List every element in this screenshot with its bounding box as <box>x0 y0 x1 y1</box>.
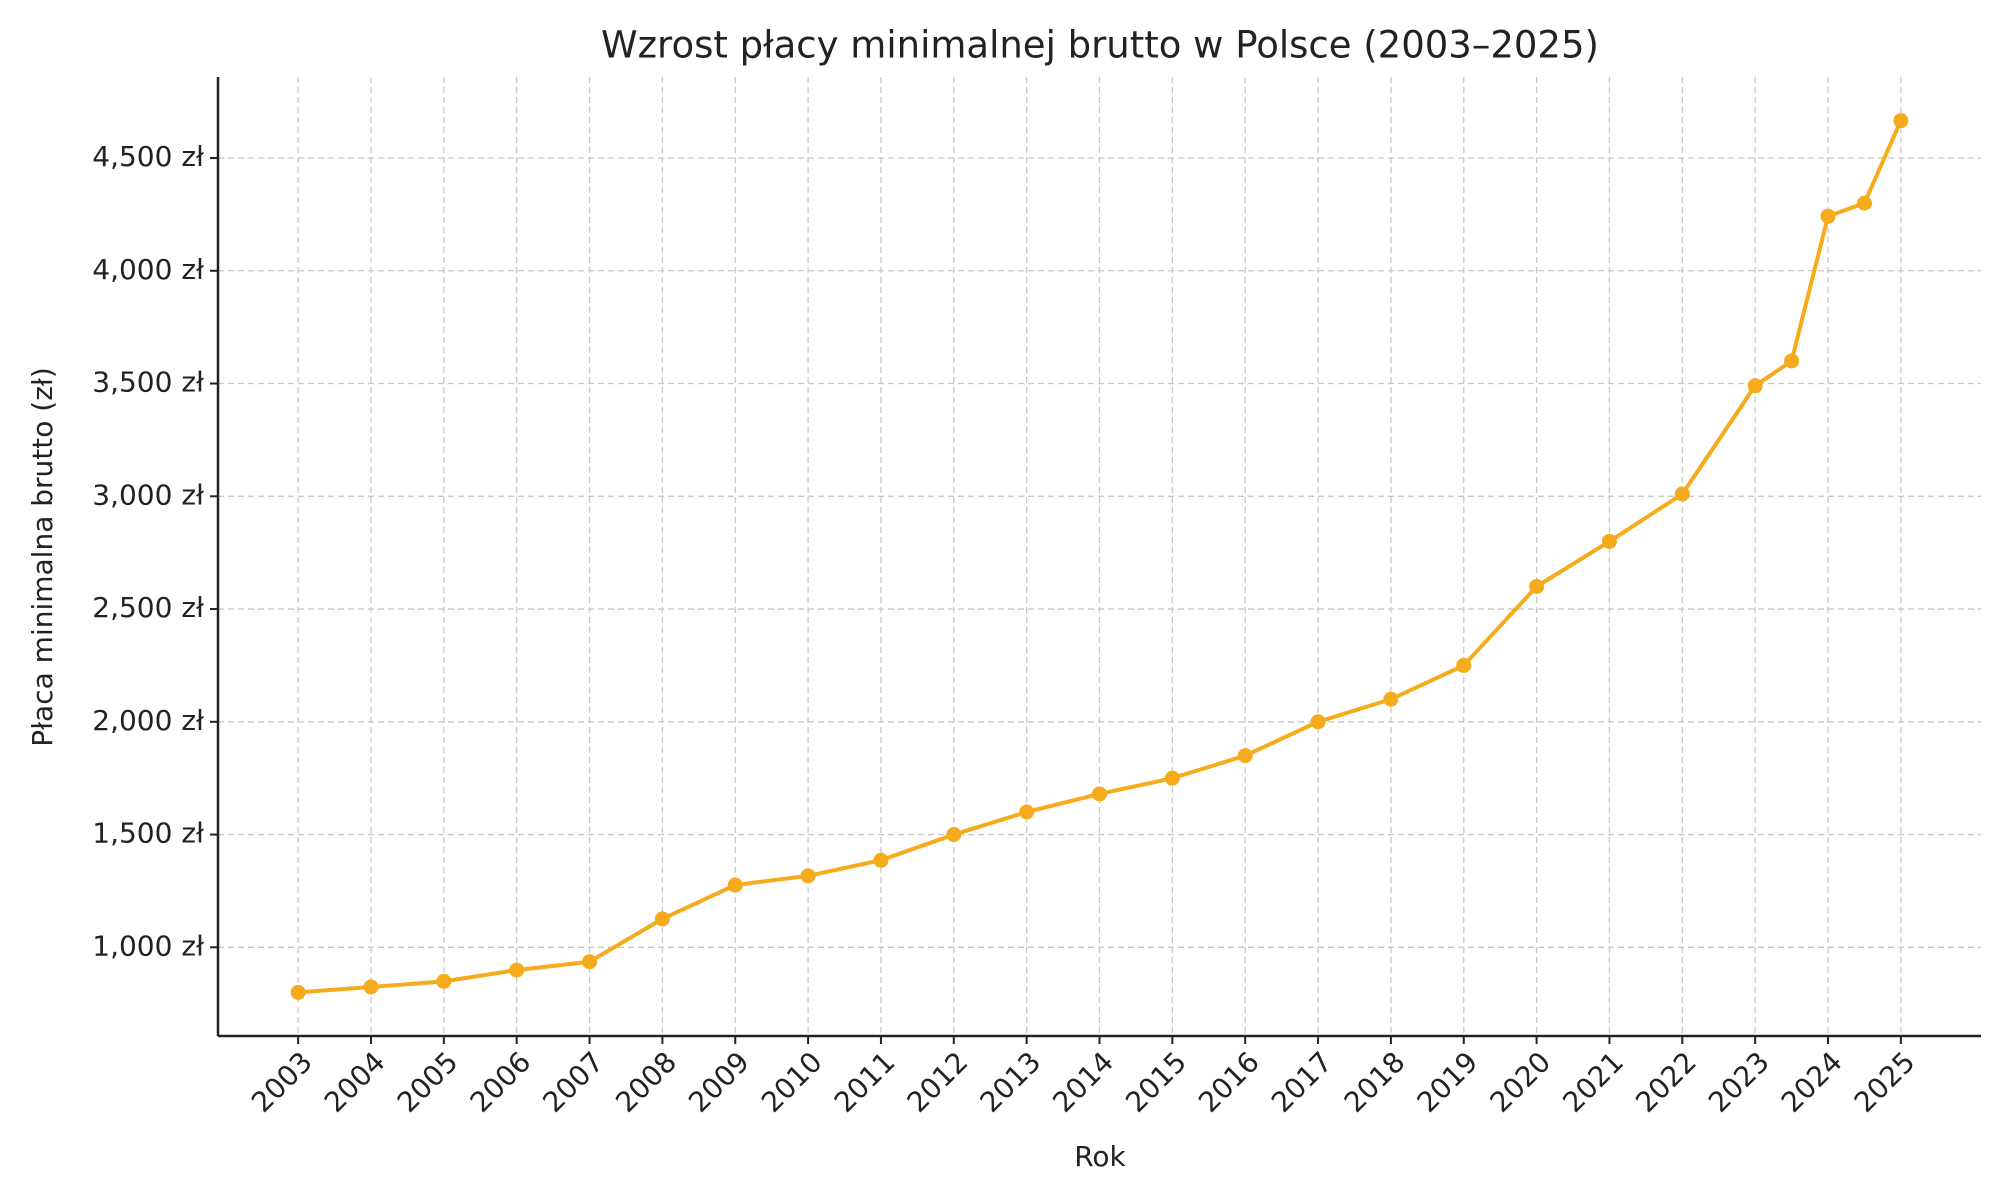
data-point <box>1747 378 1763 394</box>
data-point <box>1601 533 1617 549</box>
data-point <box>1456 657 1472 673</box>
x-axis-label: Rok <box>1074 1140 1126 1173</box>
y-tick-label: 3,000 zł <box>92 478 204 511</box>
x-tick-label: 2020 <box>1483 1045 1557 1119</box>
data-point <box>1164 770 1180 786</box>
data-point <box>727 877 743 893</box>
x-tick-label: 2021 <box>1556 1045 1630 1119</box>
x-tick-label: 2025 <box>1848 1045 1922 1119</box>
x-tick-label: 2009 <box>682 1045 756 1119</box>
y-tick-label: 2,500 zł <box>92 591 204 624</box>
data-point <box>1820 208 1836 224</box>
data-point <box>1383 691 1399 707</box>
x-tick-label: 2006 <box>464 1045 538 1119</box>
x-tick-label: 2014 <box>1046 1045 1120 1119</box>
data-point <box>1674 486 1690 502</box>
data-point <box>1310 714 1326 730</box>
y-axis-label: Płaca minimalna brutto (zł) <box>26 367 59 747</box>
data-point <box>363 979 379 995</box>
x-tick-label: 2016 <box>1192 1045 1266 1119</box>
x-tick-label: 2022 <box>1629 1045 1703 1119</box>
x-tick-label: 2008 <box>609 1045 683 1119</box>
x-tick-label: 2019 <box>1411 1045 1485 1119</box>
data-point <box>509 962 525 978</box>
data-point <box>1092 786 1107 802</box>
data-point <box>1019 804 1035 820</box>
data-point <box>800 868 816 884</box>
data-point <box>1784 353 1800 369</box>
x-tick-label: 2007 <box>536 1045 610 1119</box>
x-tick-label: 2013 <box>974 1045 1048 1119</box>
data-point <box>290 984 306 1000</box>
x-tick-label: 2010 <box>755 1045 829 1119</box>
x-tick-label: 2011 <box>828 1045 902 1119</box>
x-tick-label: 2005 <box>391 1045 465 1119</box>
data-point <box>946 827 962 843</box>
x-tick-label: 2023 <box>1702 1045 1776 1119</box>
data-point <box>873 852 889 868</box>
x-tick-label: 2018 <box>1338 1045 1412 1119</box>
data-point <box>654 911 670 927</box>
y-tick-label: 2,000 zł <box>92 704 204 737</box>
data-point <box>1893 113 1909 129</box>
data-point <box>1856 195 1872 211</box>
x-tick-label: 2012 <box>901 1045 975 1119</box>
data-point <box>436 973 452 989</box>
x-tick-label: 2003 <box>245 1045 319 1119</box>
x-tick-label: 2004 <box>318 1045 392 1119</box>
y-tick-label: 1,000 zł <box>92 929 204 962</box>
y-tick-label: 3,500 zł <box>92 366 204 399</box>
data-point <box>1529 578 1545 594</box>
y-tick-label: 1,500 zł <box>92 817 204 850</box>
data-point <box>1237 748 1253 764</box>
x-tick-label: 2024 <box>1775 1045 1849 1119</box>
chart-title: Wzrost płacy minimalnej brutto w Polsce … <box>601 24 1599 67</box>
y-tick-label: 4,000 zł <box>92 253 204 286</box>
data-point <box>582 954 598 970</box>
x-tick-label: 2015 <box>1119 1045 1193 1119</box>
x-tick-label: 2017 <box>1265 1045 1339 1119</box>
y-tick-label: 4,500 zł <box>92 140 204 173</box>
